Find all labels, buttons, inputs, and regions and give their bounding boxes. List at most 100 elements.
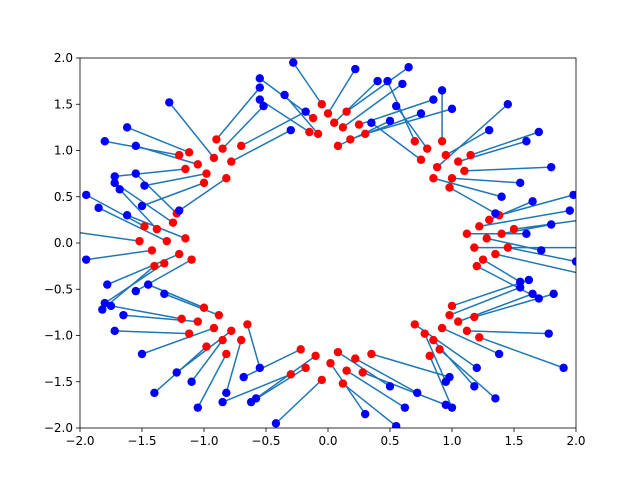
red-point — [497, 229, 506, 238]
connection-line — [364, 108, 453, 135]
blue-point — [106, 301, 116, 311]
red-point — [330, 118, 339, 127]
red-point — [227, 157, 236, 166]
blue-point — [590, 243, 598, 251]
connection-line — [346, 370, 406, 409]
y-tick-label: 0.5 — [54, 190, 73, 204]
x-tick-label: 0.5 — [380, 434, 399, 448]
connection-line — [240, 110, 307, 147]
y-tick-label: 2.0 — [54, 51, 73, 65]
connection-line — [135, 173, 178, 214]
red-point — [445, 183, 454, 192]
red-point — [199, 178, 209, 188]
red-point — [286, 370, 295, 379]
connection-line — [470, 131, 540, 156]
red-point — [212, 135, 221, 144]
blue-point — [222, 388, 231, 398]
connection-line — [449, 186, 496, 215]
blue-point — [150, 388, 159, 398]
connection-line — [501, 223, 552, 235]
blue-point — [447, 104, 457, 114]
connection-line — [333, 80, 379, 124]
connection-line — [250, 367, 307, 403]
connection-line — [104, 140, 180, 156]
connection-line — [230, 129, 292, 163]
y-tick-label: −1.0 — [44, 329, 73, 343]
red-point — [470, 312, 479, 322]
x-tick-label: −0.5 — [251, 434, 280, 448]
connection-line — [225, 339, 242, 394]
red-point — [317, 375, 326, 385]
red-point — [351, 354, 360, 363]
blue-point — [131, 169, 140, 178]
connection-line — [98, 207, 168, 242]
blue-point — [144, 280, 153, 289]
red-point — [462, 229, 472, 238]
blue-point — [110, 326, 119, 336]
blue-point — [383, 76, 392, 86]
blue-point — [137, 349, 147, 359]
connection-line — [327, 68, 356, 114]
x-tick-label: −2.0 — [65, 434, 94, 448]
red-point — [218, 144, 227, 153]
blue-point — [82, 255, 91, 264]
red-point — [222, 174, 231, 183]
blue-point — [286, 125, 295, 135]
blue-point — [472, 363, 481, 373]
blue-point — [578, 216, 586, 224]
blue-point — [172, 368, 181, 377]
red-point — [140, 222, 149, 231]
connection-line — [222, 373, 292, 403]
red-point — [466, 150, 475, 160]
red-point — [358, 368, 367, 377]
red-point — [181, 164, 190, 174]
red-point — [150, 261, 159, 271]
connection-line — [451, 279, 530, 307]
blue-point — [110, 172, 119, 181]
red-point — [445, 310, 454, 320]
red-point — [416, 155, 426, 164]
blue-point — [584, 271, 592, 279]
connection-line — [482, 259, 521, 283]
blue-point — [447, 403, 457, 412]
red-point — [410, 320, 419, 329]
blue-point — [160, 289, 169, 299]
red-point — [237, 141, 246, 151]
blue-point — [373, 76, 382, 86]
connection-line — [197, 353, 227, 409]
connection-line — [439, 348, 496, 399]
blue-point — [470, 382, 479, 391]
red-point — [460, 166, 469, 176]
connection-line — [85, 194, 145, 228]
connection-line — [441, 327, 500, 355]
blue-points — [82, 58, 598, 428]
blue-point — [522, 229, 531, 238]
connection-line — [215, 87, 261, 140]
blue-point — [549, 289, 558, 299]
connection-line — [495, 253, 576, 274]
red-point — [509, 224, 519, 234]
connection-line — [342, 83, 403, 128]
blue-point — [494, 349, 504, 359]
blue-point — [437, 86, 447, 95]
blue-point — [175, 206, 184, 215]
connection-line — [292, 62, 323, 105]
red-point — [423, 144, 432, 153]
blue-point — [218, 397, 227, 407]
red-point — [160, 259, 169, 268]
blue-point — [516, 283, 525, 292]
red-point — [209, 153, 219, 163]
red-point — [311, 351, 320, 361]
red-point — [243, 320, 252, 329]
connection-line — [147, 283, 205, 309]
connection-line — [445, 129, 490, 156]
blue-point — [255, 95, 264, 104]
blue-point — [547, 220, 556, 229]
red-point — [342, 366, 351, 375]
connection-line — [114, 330, 190, 335]
red-point — [338, 379, 348, 388]
x-tick-label: 1.0 — [442, 434, 461, 448]
red-point — [317, 100, 326, 109]
